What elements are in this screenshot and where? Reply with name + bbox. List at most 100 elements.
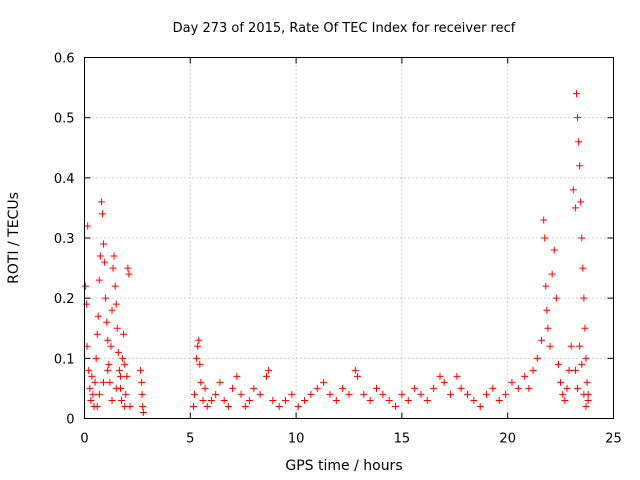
data-point <box>423 396 431 404</box>
data-point <box>91 378 99 386</box>
data-point <box>538 336 546 344</box>
data-point <box>489 384 497 392</box>
data-point <box>197 378 205 386</box>
data-point <box>229 384 237 392</box>
y-tick-label: 0 <box>66 413 74 428</box>
data-point <box>436 372 444 380</box>
y-tick-label: 0.4 <box>54 172 75 187</box>
data-point <box>82 282 90 290</box>
data-point <box>104 366 112 374</box>
data-point <box>109 264 117 272</box>
data-point <box>379 390 387 398</box>
data-point <box>96 252 104 260</box>
data-point <box>112 300 120 308</box>
data-point <box>84 222 92 230</box>
data-point <box>103 318 111 326</box>
data-point <box>113 324 121 332</box>
data-point <box>576 162 584 170</box>
data-point <box>575 138 583 146</box>
data-point <box>554 360 562 368</box>
data-point <box>578 234 586 242</box>
data-point <box>320 378 328 386</box>
data-point <box>115 366 123 374</box>
data-point <box>577 198 585 206</box>
data-point <box>580 294 588 302</box>
data-point <box>191 390 199 398</box>
data-point <box>207 396 215 404</box>
data-point <box>301 396 309 404</box>
data-point <box>237 390 245 398</box>
data-point <box>579 264 587 272</box>
data-point <box>138 378 146 386</box>
data-point <box>508 378 516 386</box>
data-point <box>411 384 419 392</box>
data-point <box>122 390 130 398</box>
data-point <box>108 396 116 404</box>
data-point <box>463 390 471 398</box>
data-point <box>194 342 202 350</box>
data-point <box>559 390 567 398</box>
data-point <box>578 360 586 368</box>
data-point <box>430 384 438 392</box>
data-point <box>269 396 277 404</box>
grid-lines <box>84 57 614 419</box>
x-tick-label: 0 <box>80 432 88 447</box>
data-point <box>541 234 549 242</box>
data-point <box>351 366 359 374</box>
data-point <box>514 384 522 392</box>
data-point <box>138 390 146 398</box>
data-point <box>521 372 529 380</box>
data-point <box>582 402 590 410</box>
data-point <box>440 378 448 386</box>
y-tick-label: 0.1 <box>54 352 75 367</box>
data-point <box>100 378 108 386</box>
data-point <box>196 360 204 368</box>
data-point <box>495 396 503 404</box>
data-point <box>563 384 571 392</box>
data-point <box>307 390 315 398</box>
data-point <box>569 186 577 194</box>
data-point <box>106 378 114 386</box>
data-point <box>102 294 110 302</box>
axis-ticks: 0 5 10 15 20 25 0 0.1 0.2 0.3 0.4 0.5 0.6 <box>54 52 622 447</box>
data-point <box>189 402 197 410</box>
y-axis-label: ROTI / TECUs <box>6 192 22 284</box>
data-point <box>111 282 119 290</box>
data-point <box>542 282 550 290</box>
data-point <box>220 396 228 404</box>
data-point <box>571 204 579 212</box>
data-point <box>288 390 296 398</box>
data-point <box>124 264 132 272</box>
data-point <box>326 390 334 398</box>
data-point <box>525 384 533 392</box>
data-point <box>567 342 575 350</box>
data-point <box>100 240 108 248</box>
data-point <box>417 390 425 398</box>
data-point <box>87 396 95 404</box>
data-point <box>447 390 455 398</box>
data-point <box>392 402 400 410</box>
data-point <box>574 384 582 392</box>
data-point <box>476 402 484 410</box>
data-point <box>88 372 96 380</box>
data-point <box>193 354 201 362</box>
data-point <box>576 342 584 350</box>
data-point <box>571 366 579 374</box>
data-point <box>112 384 120 392</box>
chart-title: Day 273 of 2015, Rate Of TEC Index for r… <box>173 21 516 36</box>
data-point <box>457 384 465 392</box>
data-point <box>572 90 580 98</box>
data-point <box>544 324 552 332</box>
y-tick-label: 0.6 <box>54 52 75 67</box>
data-point <box>212 390 220 398</box>
data-point <box>353 372 361 380</box>
data-point <box>546 342 554 350</box>
x-tick-label: 15 <box>394 432 411 447</box>
data-point <box>120 330 128 338</box>
data-point <box>574 114 582 122</box>
data-point <box>470 396 478 404</box>
data-point <box>241 402 249 410</box>
data-point <box>92 354 100 362</box>
data-point <box>339 384 347 392</box>
data-point <box>94 312 102 320</box>
